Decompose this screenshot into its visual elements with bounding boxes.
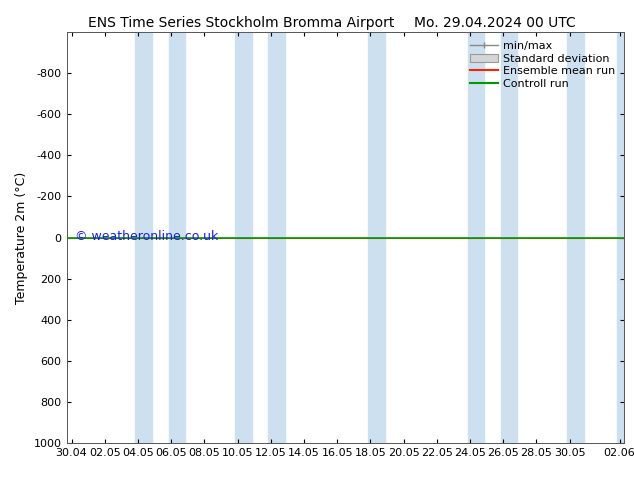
Legend: min/max, Standard deviation, Ensemble mean run, Controll run: min/max, Standard deviation, Ensemble me… [467, 37, 619, 93]
Text: © weatheronline.co.uk: © weatheronline.co.uk [75, 230, 218, 243]
Bar [169, 32, 185, 443]
Text: ENS Time Series Stockholm Bromma Airport: ENS Time Series Stockholm Bromma Airport [87, 16, 394, 30]
Bar [235, 32, 252, 443]
Bar [468, 32, 484, 443]
Bar [617, 32, 624, 443]
Bar [567, 32, 584, 443]
Bar [368, 32, 385, 443]
Bar [136, 32, 152, 443]
Bar [268, 32, 285, 443]
Bar [501, 32, 517, 443]
Text: Mo. 29.04.2024 00 UTC: Mo. 29.04.2024 00 UTC [413, 16, 576, 30]
Y-axis label: Temperature 2m (°C): Temperature 2m (°C) [15, 172, 28, 304]
